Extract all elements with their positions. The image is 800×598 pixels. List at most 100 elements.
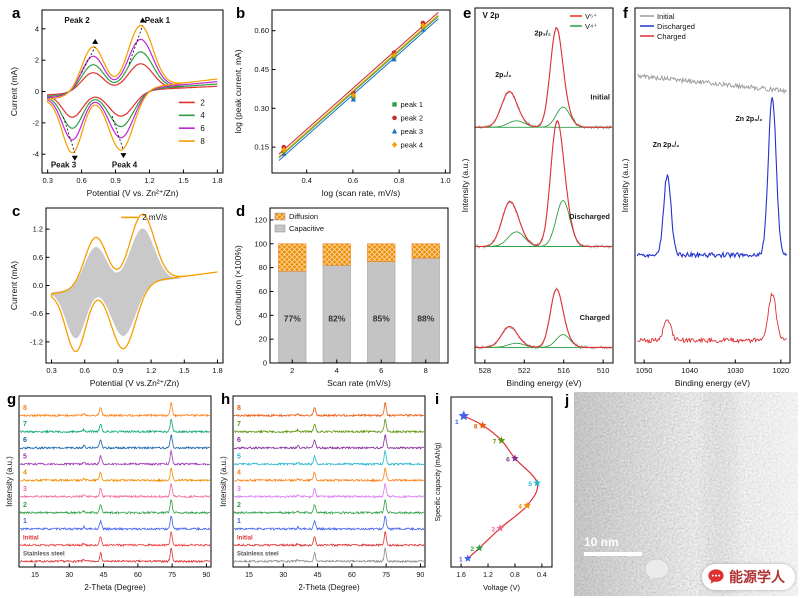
- svg-text:1.6: 1.6: [456, 572, 466, 579]
- svg-text:0.45: 0.45: [254, 65, 269, 74]
- svg-text:Zn 2p₁/₂: Zn 2p₁/₂: [653, 142, 680, 149]
- svg-text:0.3: 0.3: [42, 176, 52, 185]
- svg-text:60: 60: [348, 572, 356, 579]
- svg-text:90: 90: [203, 572, 211, 579]
- svg-text:0: 0: [263, 359, 267, 368]
- svg-text:peak 3: peak 3: [401, 127, 424, 136]
- svg-text:Potential (V vs.Zn²⁺/Zn): Potential (V vs.Zn²⁺/Zn): [90, 378, 180, 388]
- svg-text:peak 2: peak 2: [401, 114, 424, 123]
- svg-text:1.8: 1.8: [212, 176, 222, 185]
- panel-label-j: j: [565, 392, 570, 409]
- svg-text:Stainless steel: Stainless steel: [23, 552, 65, 558]
- svg-text:5: 5: [237, 453, 241, 460]
- svg-text:0.3: 0.3: [46, 366, 56, 375]
- svg-text:Intensity (a.u.): Intensity (a.u.): [219, 456, 228, 507]
- panel-label-g: g: [7, 391, 17, 408]
- panel-c-cv-capacitive-chart: 2 mV/s 0.3 0.6 0.9 1.2 1.5 1.8 -1.2 -0.6 0.0 0.6 1.…: [9, 207, 224, 388]
- svg-text:4: 4: [335, 366, 339, 375]
- watermark-ghost-bubble-icon: [642, 555, 672, 590]
- svg-text:Capacitive: Capacitive: [289, 224, 324, 233]
- svg-text:60: 60: [259, 287, 267, 296]
- svg-text:Binding energy (eV): Binding energy (eV): [506, 378, 581, 388]
- svg-text:-2: -2: [32, 118, 39, 127]
- svg-text:15: 15: [31, 572, 39, 579]
- svg-text:Discharged: Discharged: [657, 22, 695, 31]
- panel-label-b: b: [236, 5, 246, 22]
- svg-text:5: 5: [528, 481, 532, 488]
- svg-text:Peak 3: Peak 3: [51, 160, 77, 169]
- svg-text:2: 2: [23, 502, 27, 509]
- svg-text:1: 1: [455, 419, 459, 426]
- svg-text:log (scan rate, mV/s): log (scan rate, mV/s): [322, 188, 401, 198]
- svg-text:log (peak current, mA): log (peak current, mA): [233, 49, 243, 133]
- svg-text:Diffusion: Diffusion: [289, 212, 318, 221]
- svg-text:1.2: 1.2: [33, 225, 43, 234]
- svg-text:Voltage (V): Voltage (V): [483, 583, 521, 592]
- svg-text:2p₁/₂: 2p₁/₂: [495, 72, 511, 79]
- svg-text:4: 4: [518, 504, 522, 511]
- svg-text:0.60: 0.60: [254, 26, 269, 35]
- svg-text:1: 1: [23, 518, 27, 525]
- svg-text:40: 40: [259, 311, 267, 320]
- svg-text:10 nm: 10 nm: [584, 535, 619, 549]
- svg-text:4: 4: [23, 470, 27, 477]
- svg-text:0.6: 0.6: [80, 366, 90, 375]
- svg-text:7: 7: [237, 421, 241, 428]
- svg-text:6: 6: [23, 437, 27, 444]
- svg-text:Peak 4: Peak 4: [112, 160, 138, 169]
- panel-label-d: d: [236, 203, 246, 220]
- svg-text:90: 90: [417, 572, 425, 579]
- svg-text:2: 2: [290, 366, 294, 375]
- svg-text:1.5: 1.5: [178, 176, 188, 185]
- svg-text:2: 2: [237, 502, 241, 509]
- svg-text:88%: 88%: [417, 313, 434, 323]
- svg-text:8: 8: [424, 366, 428, 375]
- svg-text:Stainless steel: Stainless steel: [237, 552, 279, 558]
- svg-text:7: 7: [23, 421, 27, 428]
- svg-text:0.9: 0.9: [113, 366, 123, 375]
- svg-text:Peak 1: Peak 1: [145, 16, 171, 25]
- svg-text:0.6: 0.6: [76, 176, 86, 185]
- svg-text:Peak 2: Peak 2: [64, 16, 90, 25]
- svg-text:4: 4: [200, 111, 205, 120]
- svg-text:528: 528: [479, 366, 492, 375]
- svg-text:-0.6: -0.6: [30, 309, 43, 318]
- svg-text:Charged: Charged: [580, 313, 611, 322]
- svg-text:510: 510: [597, 366, 610, 375]
- watermark-logo-icon: [707, 568, 725, 586]
- svg-text:1.0: 1.0: [440, 176, 450, 185]
- svg-text:0.6: 0.6: [348, 176, 358, 185]
- svg-text:0.8: 0.8: [394, 176, 404, 185]
- svg-text:V 2p: V 2p: [483, 11, 500, 20]
- svg-text:-1.2: -1.2: [30, 337, 43, 346]
- svg-text:77%: 77%: [284, 313, 301, 323]
- svg-text:0.30: 0.30: [254, 104, 269, 113]
- svg-text:85%: 85%: [373, 313, 390, 323]
- svg-text:30: 30: [279, 572, 287, 579]
- svg-text:1040: 1040: [681, 366, 698, 375]
- svg-text:peak 1: peak 1: [401, 100, 424, 109]
- svg-text:1.2: 1.2: [483, 572, 493, 579]
- panel-label-i: i: [435, 391, 440, 408]
- svg-text:8: 8: [23, 405, 27, 412]
- svg-text:8: 8: [200, 137, 205, 146]
- svg-text:0.0: 0.0: [33, 281, 43, 290]
- svg-text:Zn 2p₃/₂: Zn 2p₃/₂: [735, 116, 762, 123]
- svg-text:100: 100: [254, 239, 267, 248]
- svg-text:7: 7: [493, 438, 497, 445]
- svg-text:V⁵⁺: V⁵⁺: [585, 12, 597, 21]
- svg-text:4: 4: [35, 24, 39, 33]
- svg-text:6: 6: [237, 437, 241, 444]
- svg-text:516: 516: [557, 366, 570, 375]
- svg-text:Current (mA): Current (mA): [9, 261, 19, 310]
- svg-text:6: 6: [200, 124, 205, 133]
- panel-e-xps-v2p-chart: Initial Discharged Charged 2p₁/₂ 2p₃/₂ V 2p V⁵…: [460, 7, 614, 388]
- svg-text:Potential (V vs. Zn²⁺/Zn): Potential (V vs. Zn²⁺/Zn): [87, 188, 179, 198]
- svg-text:80: 80: [259, 263, 267, 272]
- svg-text:6: 6: [379, 366, 383, 375]
- svg-text:1: 1: [459, 557, 463, 564]
- svg-text:Charged: Charged: [657, 32, 686, 41]
- svg-text:5: 5: [23, 453, 27, 460]
